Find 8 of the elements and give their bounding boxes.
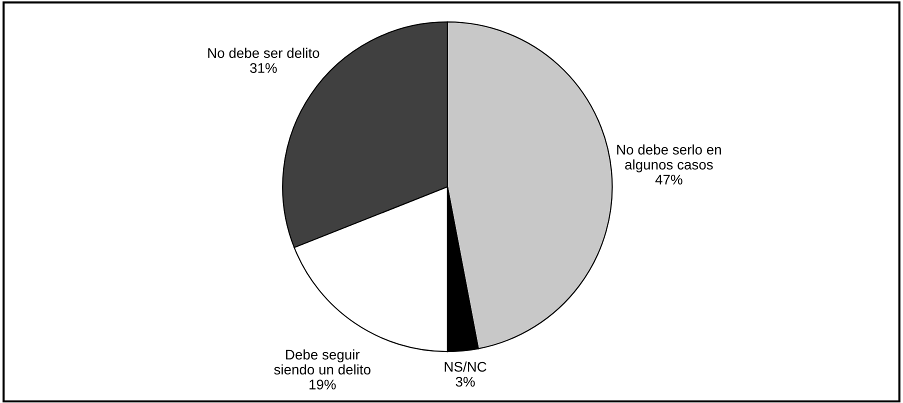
- slice-label: NS/NC: [444, 362, 486, 372]
- slice-label: No debe ser delito: [208, 48, 320, 58]
- data-label: 3%: [456, 376, 475, 387]
- data-label: 47%: [655, 174, 682, 184]
- data-label: 31%: [250, 63, 277, 73]
- data-label: 19%: [310, 380, 336, 390]
- slice-label: Debe seguir siendo un delito: [274, 349, 370, 375]
- slice-label: No debe serlo en algunos casos: [617, 144, 721, 172]
